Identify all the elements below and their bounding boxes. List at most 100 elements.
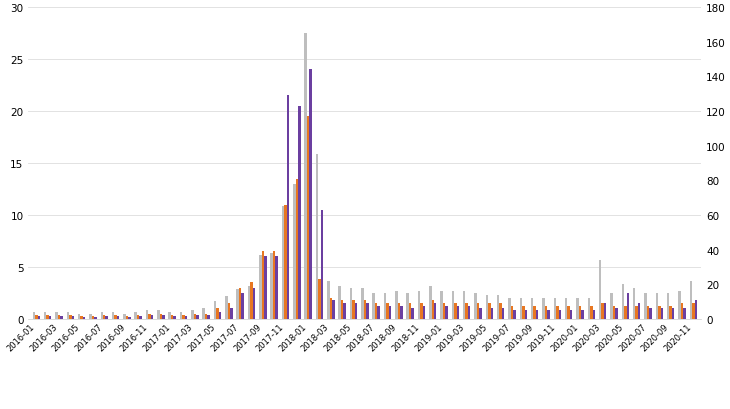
Bar: [310, 70, 312, 319]
Bar: [304, 34, 307, 319]
Bar: [548, 311, 550, 319]
Bar: [386, 303, 388, 319]
Bar: [411, 309, 414, 319]
Bar: [511, 307, 513, 319]
Bar: [692, 303, 694, 319]
Bar: [690, 281, 692, 319]
Bar: [82, 317, 85, 319]
Bar: [672, 309, 675, 319]
Bar: [193, 314, 196, 319]
Bar: [352, 300, 355, 319]
Bar: [275, 257, 278, 319]
Bar: [327, 281, 329, 319]
Bar: [80, 316, 82, 319]
Bar: [534, 307, 536, 319]
Bar: [694, 300, 697, 319]
Bar: [219, 312, 221, 319]
Bar: [454, 303, 457, 319]
Bar: [101, 312, 103, 319]
Bar: [343, 303, 346, 319]
Bar: [139, 316, 142, 319]
Bar: [445, 307, 447, 319]
Bar: [508, 298, 511, 319]
Bar: [259, 255, 261, 319]
Bar: [418, 291, 420, 319]
Bar: [151, 315, 153, 319]
Bar: [452, 291, 454, 319]
Bar: [593, 311, 595, 319]
Bar: [624, 307, 626, 319]
Bar: [103, 315, 106, 319]
Bar: [162, 315, 165, 319]
Bar: [261, 252, 264, 319]
Bar: [499, 303, 502, 319]
Bar: [615, 309, 618, 319]
Bar: [287, 96, 289, 319]
Bar: [214, 302, 216, 319]
Bar: [332, 300, 334, 319]
Bar: [536, 311, 539, 319]
Bar: [590, 307, 593, 319]
Bar: [355, 303, 357, 319]
Bar: [169, 312, 171, 319]
Bar: [407, 293, 409, 319]
Bar: [33, 312, 35, 319]
Bar: [638, 303, 640, 319]
Bar: [112, 312, 115, 319]
Bar: [420, 303, 423, 319]
Bar: [230, 309, 233, 319]
Bar: [531, 298, 534, 319]
Bar: [485, 295, 488, 319]
Bar: [361, 288, 364, 319]
Bar: [440, 291, 443, 319]
Bar: [409, 303, 411, 319]
Bar: [621, 285, 624, 319]
Bar: [202, 309, 205, 319]
Bar: [264, 257, 266, 319]
Bar: [55, 312, 58, 319]
Bar: [247, 286, 250, 319]
Bar: [284, 205, 287, 319]
Bar: [350, 288, 352, 319]
Bar: [58, 315, 60, 319]
Bar: [242, 293, 244, 319]
Bar: [115, 315, 117, 319]
Bar: [366, 303, 369, 319]
Bar: [207, 315, 210, 319]
Bar: [588, 298, 590, 319]
Bar: [78, 314, 80, 319]
Bar: [429, 286, 431, 319]
Bar: [146, 310, 148, 319]
Bar: [60, 316, 63, 319]
Bar: [94, 317, 96, 319]
Bar: [680, 303, 683, 319]
Bar: [520, 298, 522, 319]
Bar: [92, 316, 94, 319]
Bar: [581, 311, 584, 319]
Bar: [612, 307, 615, 319]
Bar: [658, 307, 661, 319]
Bar: [196, 315, 199, 319]
Bar: [443, 303, 445, 319]
Bar: [157, 310, 160, 319]
Bar: [502, 309, 504, 319]
Bar: [491, 309, 493, 319]
Bar: [545, 307, 548, 319]
Bar: [576, 298, 579, 319]
Bar: [316, 155, 318, 319]
Bar: [185, 316, 188, 319]
Bar: [148, 314, 151, 319]
Bar: [558, 311, 561, 319]
Bar: [282, 207, 284, 319]
Bar: [298, 107, 301, 319]
Bar: [683, 309, 685, 319]
Bar: [339, 286, 341, 319]
Bar: [463, 291, 466, 319]
Bar: [216, 309, 219, 319]
Bar: [49, 316, 51, 319]
Bar: [341, 300, 343, 319]
Bar: [273, 252, 275, 319]
Bar: [307, 117, 310, 319]
Bar: [599, 260, 602, 319]
Bar: [434, 303, 437, 319]
